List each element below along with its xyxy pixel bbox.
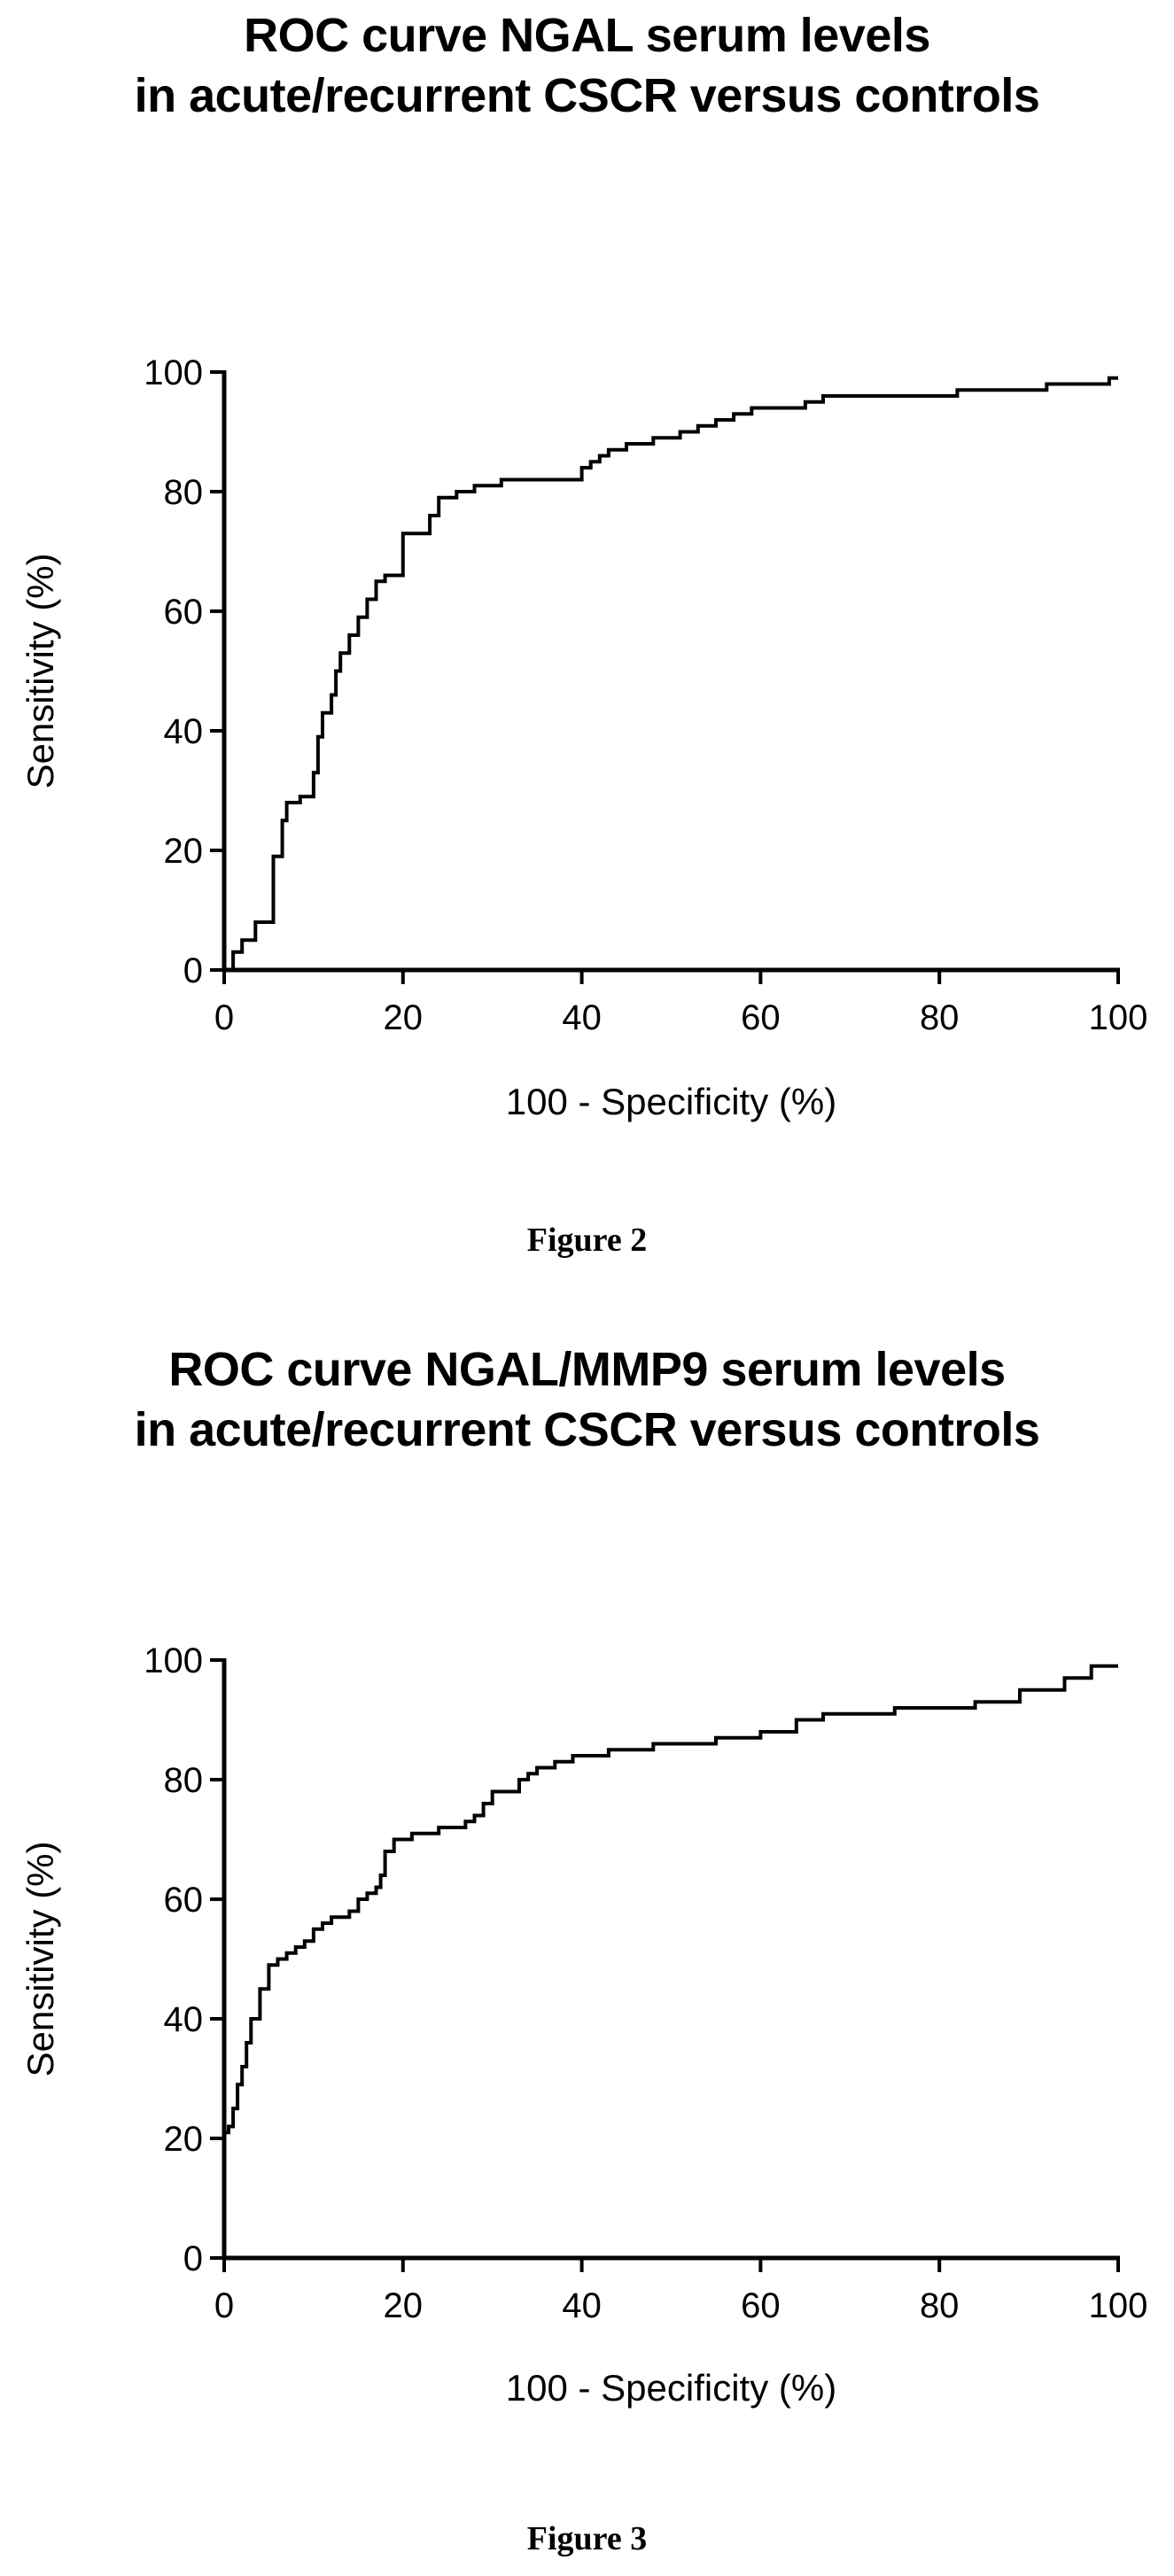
roc-plot: 0 20 40 60 80 100 0 20 40 60 80 100 100 - Specificit… xyxy=(19,1641,1148,2409)
x-tick-label: 80 xyxy=(920,2286,960,2325)
y-axis-label: Sensitivity (%) xyxy=(19,553,61,788)
x-tick-label: 100 xyxy=(1089,2286,1148,2325)
x-tick-label: 40 xyxy=(562,2286,602,2325)
x-tick-label: 0 xyxy=(214,2286,234,2325)
figure-caption: Figure 2 xyxy=(526,1222,648,1259)
roc-curve-line xyxy=(222,1664,1118,2258)
x-tick-label: 40 xyxy=(562,998,602,1037)
x-tick-label: 100 xyxy=(1089,998,1148,1037)
figure-caption: Figure 3 xyxy=(526,2520,648,2557)
chart-title-line-2: in acute/recurrent CSCR versus controls xyxy=(134,69,1040,122)
figure-3: ROC curve NGAL/MMP9 serum levels in acut… xyxy=(0,1288,1174,2576)
y-tick-label: 60 xyxy=(164,1881,204,1920)
x-axis-label: 100 - Specificity (%) xyxy=(506,2367,836,2409)
chart-title: ROC curve NGAL/MMP9 serum levels in acut… xyxy=(0,1339,1174,1460)
y-tick-label: 0 xyxy=(183,951,203,990)
chart-title: ROC curve NGAL serum levels in acute/rec… xyxy=(0,5,1174,126)
chart-title-line-1: ROC curve NGAL serum levels xyxy=(244,9,930,62)
x-tick-label: 80 xyxy=(920,998,960,1037)
y-tick-label: 0 xyxy=(183,2239,203,2278)
roc-plot: 0 20 40 60 80 100 0 20 40 60 80 100 100 - Specificit… xyxy=(19,353,1148,1122)
y-tick-label: 60 xyxy=(164,593,204,632)
y-axis-label: Sensitivity (%) xyxy=(19,1841,61,2076)
x-axis-label: 100 - Specificity (%) xyxy=(506,1081,836,1122)
y-tick-label: 80 xyxy=(164,1761,204,1800)
y-tick-label: 100 xyxy=(144,1641,203,1680)
y-tick-label: 20 xyxy=(164,2120,204,2159)
figure-2: ROC curve NGAL serum levels in acute/rec… xyxy=(0,5,1174,1259)
x-tick-label: 60 xyxy=(741,998,781,1037)
chart-title-line-1: ROC curve NGAL/MMP9 serum levels xyxy=(168,1343,1006,1396)
y-tick-label: 80 xyxy=(164,473,204,512)
y-tick-label: 40 xyxy=(164,2000,204,2039)
y-tick-label: 20 xyxy=(164,832,204,871)
y-tick-label: 100 xyxy=(144,353,203,392)
x-tick-label: 60 xyxy=(741,2286,781,2325)
x-tick-label: 20 xyxy=(384,998,424,1037)
x-tick-label: 20 xyxy=(384,2286,424,2325)
roc-curve-line xyxy=(224,376,1118,972)
chart-title-line-2: in acute/recurrent CSCR versus controls xyxy=(134,1403,1040,1456)
x-tick-label: 0 xyxy=(214,998,234,1037)
y-tick-label: 40 xyxy=(164,712,204,751)
